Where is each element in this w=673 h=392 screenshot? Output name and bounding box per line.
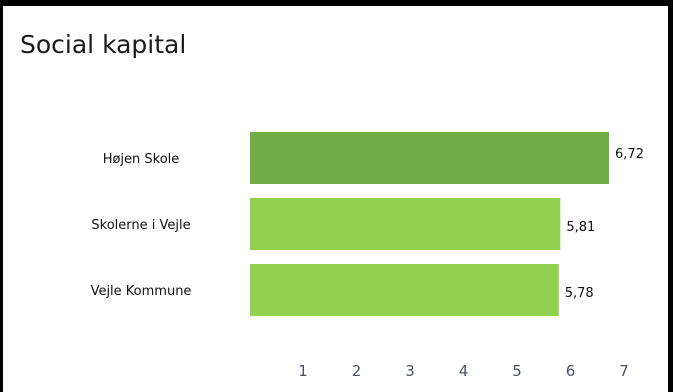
bar xyxy=(250,198,561,250)
x-tick-label: 1 xyxy=(298,362,308,380)
category-label: Skolerne i Vejle xyxy=(91,218,190,233)
bar xyxy=(250,132,610,184)
chart-title: Social kapital xyxy=(20,30,187,59)
category-label: Højen Skole xyxy=(103,152,180,167)
category-labels-group: Højen Skole Skolerne i Vejle Vejle Kommune xyxy=(91,152,192,299)
x-tick-labels-group: 1 2 3 4 5 6 7 xyxy=(298,362,629,380)
x-tick-label: 3 xyxy=(405,362,415,380)
x-tick-label: 7 xyxy=(619,362,629,380)
x-tick-label: 6 xyxy=(566,362,576,380)
x-tick-label: 5 xyxy=(512,362,522,380)
data-label: 5,81 xyxy=(566,220,595,235)
x-tick-label: 2 xyxy=(352,362,362,380)
x-tick-label: 4 xyxy=(459,362,469,380)
bars-group xyxy=(250,132,610,316)
data-labels-group: 6,72 5,81 5,78 xyxy=(565,147,644,301)
data-label: 6,72 xyxy=(615,147,644,162)
category-label: Vejle Kommune xyxy=(91,284,192,299)
bar xyxy=(250,264,559,316)
data-label: 5,78 xyxy=(565,286,594,301)
